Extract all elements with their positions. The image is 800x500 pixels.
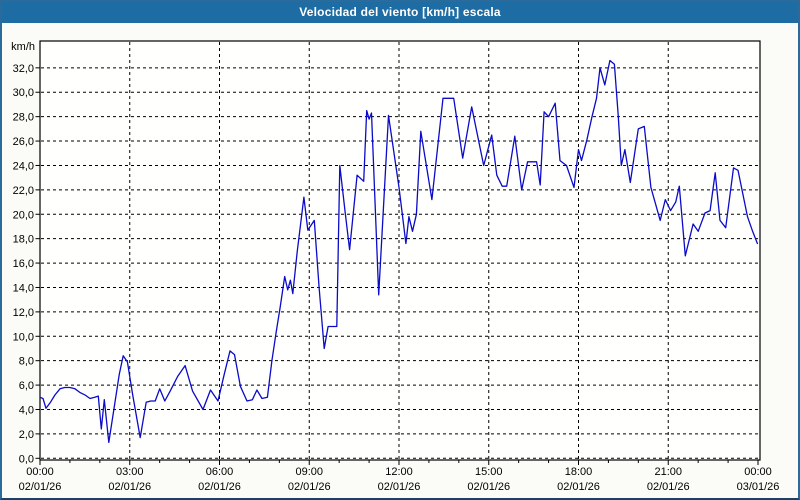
x-tick-time-label: 03:00 xyxy=(116,466,144,478)
y-tick-label: 22,0 xyxy=(13,185,34,197)
x-tick-time-label: 00:00 xyxy=(744,466,772,478)
x-tick-time-label: 12:00 xyxy=(385,466,413,478)
x-tick-date-label: 02/01/26 xyxy=(198,481,241,493)
y-tick-label: 20,0 xyxy=(13,209,34,221)
y-tick-label: 16,0 xyxy=(13,258,34,270)
x-tick-date-label: 02/01/26 xyxy=(557,481,600,493)
y-tick-label: 8,0 xyxy=(19,356,34,368)
y-tick-label: 30,0 xyxy=(13,87,34,99)
x-tick-date-label: 02/01/26 xyxy=(467,481,510,493)
y-tick-label: 2,0 xyxy=(19,429,34,441)
wind-speed-line xyxy=(39,59,759,444)
chart-title: Velocidad del viento [km/h] escala xyxy=(299,5,501,19)
x-tick-time-label: 18:00 xyxy=(565,466,593,478)
chart-title-bar: Velocidad del viento [km/h] escala xyxy=(2,2,798,23)
x-tick-date-label: 02/01/26 xyxy=(288,481,331,493)
plot-frame xyxy=(39,40,761,461)
y-tick-label: 26,0 xyxy=(13,136,34,148)
y-tick-label: 28,0 xyxy=(13,112,34,124)
x-tick-time-label: 09:00 xyxy=(295,466,323,478)
x-tick-time-label: 21:00 xyxy=(654,466,682,478)
y-tick-label: 18,0 xyxy=(13,234,34,246)
y-tick-label: 10,0 xyxy=(13,331,34,343)
plot-background xyxy=(40,41,760,460)
y-tick-label: 24,0 xyxy=(13,160,34,172)
y-axis-unit-label: km/h xyxy=(11,41,35,53)
y-tick-label: 32,0 xyxy=(13,63,34,75)
x-tick-date-label: 02/01/26 xyxy=(108,481,151,493)
x-tick-time-label: 06:00 xyxy=(206,466,234,478)
x-tick-date-label: 02/01/26 xyxy=(647,481,690,493)
x-tick-time-label: 00:00 xyxy=(26,466,54,478)
y-tick-label: 6,0 xyxy=(19,380,34,392)
y-tick-label: 0,0 xyxy=(19,453,34,465)
y-tick-label: 12,0 xyxy=(13,307,34,319)
x-tick-date-label: 03/01/26 xyxy=(737,481,780,493)
x-tick-date-label: 02/01/26 xyxy=(378,481,421,493)
x-tick-date-label: 02/01/26 xyxy=(19,481,62,493)
x-tick-time-label: 15:00 xyxy=(475,466,503,478)
y-tick-label: 14,0 xyxy=(13,282,34,294)
y-tick-label: 4,0 xyxy=(19,404,34,416)
